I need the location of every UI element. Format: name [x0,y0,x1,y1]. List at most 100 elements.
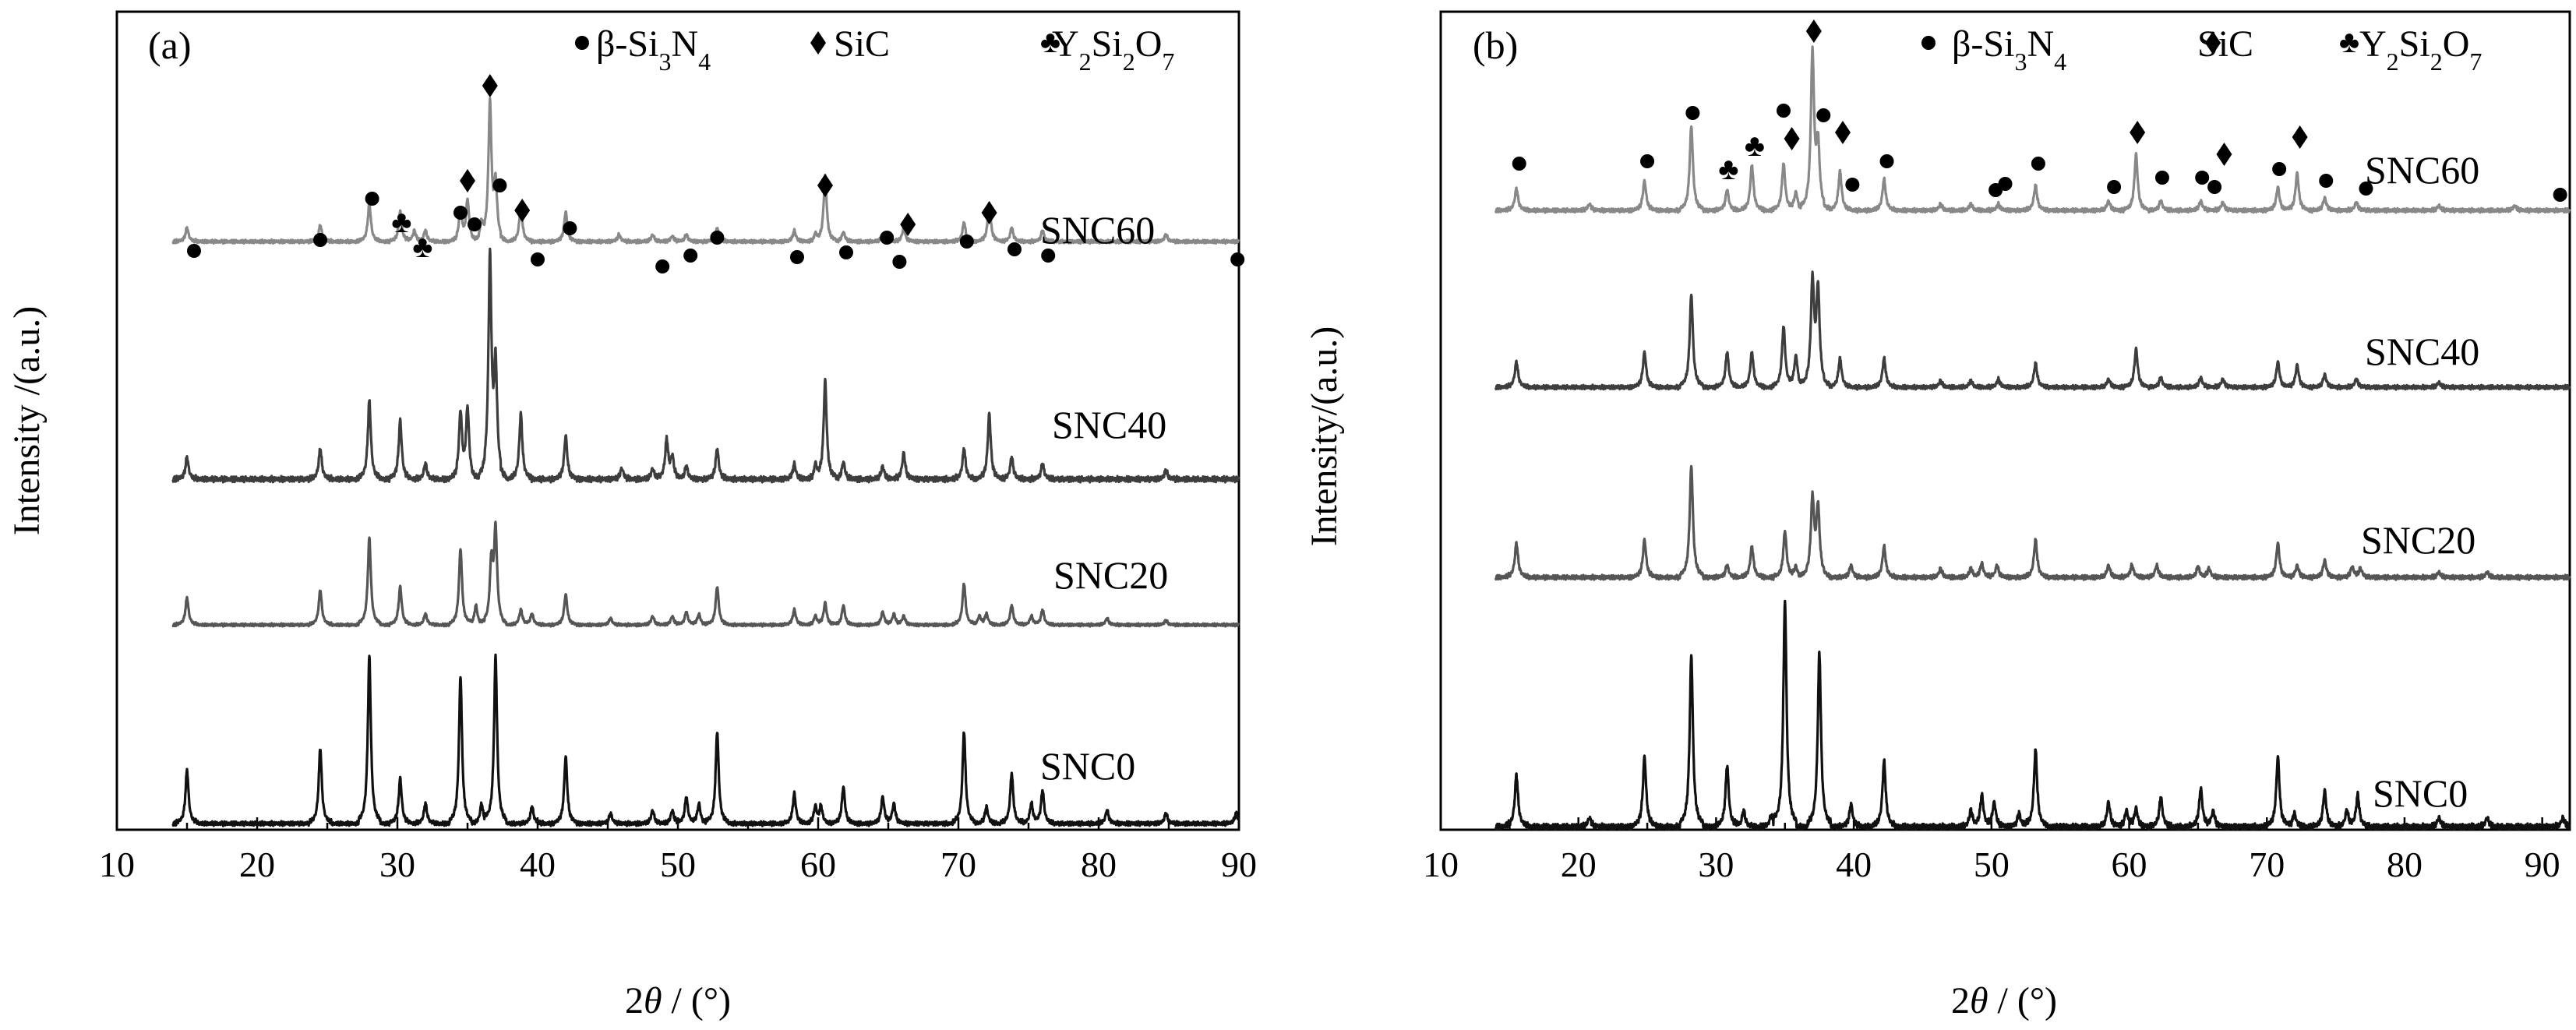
phase-marker-beta-Si3N4 [1007,242,1022,256]
x-tick-label: 60 [2112,845,2147,884]
phase-marker-SiC [482,74,498,97]
legend-marker-Y2Si2O7: ♣ [2339,24,2359,59]
phase-marker-beta-Si3N4 [492,178,507,192]
phase-marker-beta-Si3N4 [880,231,895,245]
series-line-SNC20 [171,520,1240,628]
phase-marker-beta-Si3N4 [1640,154,1655,168]
phase-marker-beta-Si3N4 [710,231,725,245]
phase-marker-beta-Si3N4 [2319,174,2334,188]
phase-marker-beta-Si3N4 [839,245,853,259]
legend-label-beta-Si3N4: β-Si3N4 [1952,23,2066,76]
series-line-SNC0 [171,653,1240,827]
phase-marker-SiC [460,169,475,192]
phase-marker-beta-Si3N4 [453,206,468,220]
phase-marker-beta-Si3N4 [892,255,907,269]
series-SNC20: SNC20 [1494,464,2571,581]
x-tick-label: 50 [660,845,696,884]
phase-marker-beta-Si3N4 [531,252,545,266]
phase-marker-SiC [1834,121,1851,144]
phase-marker-beta-Si3N4 [683,249,698,263]
legend-marker-SiC [2205,31,2221,55]
phase-marker-beta-Si3N4 [2207,180,2222,194]
series-label-SNC0: SNC0 [2373,771,2468,815]
phase-marker-SiC [981,201,997,224]
phase-marker-beta-Si3N4 [2359,182,2373,196]
series-line-SNC40 [171,247,1240,484]
legend-marker-Y2Si2O7: ♣ [1040,24,1060,59]
phase-marker-beta-Si3N4 [1845,178,1860,192]
phase-marker-beta-Si3N4 [1230,252,1245,266]
series-SNC40: SNC40 [171,247,1240,484]
phase-markers: ♣♣ [187,74,1245,273]
phase-marker-Y2Si2O7: ♣ [412,229,432,264]
series-SNC40: SNC40 [1494,270,2571,391]
phase-marker-Y2Si2O7: ♣ [1718,151,1738,186]
phase-marker-beta-Si3N4 [959,235,974,249]
phase-marker-SiC [514,199,531,222]
panel-a: 10 20 30 40 50 60 70 80 90 2θ / (°) Intensity /(a.… [6,10,1257,1021]
x-tick-label: 30 [1698,845,1734,884]
x-tick-label: 20 [239,845,275,884]
phase-marker-Y2Si2O7: ♣ [1745,128,1765,163]
series-label-SNC20: SNC20 [2361,518,2475,562]
x-tick-label: 60 [800,845,836,884]
x-tick-label: 90 [2525,845,2560,884]
phase-marker-beta-Si3N4 [563,221,577,235]
phase-marker-beta-Si3N4 [468,217,482,231]
series-label-SNC40: SNC40 [2365,330,2479,373]
series-SNC0: SNC0 [1494,599,2571,831]
series-line-SNC0 [1494,599,2571,831]
x-tick-label: 30 [379,845,415,884]
phase-marker-beta-Si3N4 [790,250,804,264]
phase-marker-beta-Si3N4 [365,192,379,206]
x-tick-label: 20 [1561,845,1597,884]
x-axis-label: 2θ / (°) [625,980,731,1021]
legend-marker-SiC [810,31,826,55]
legend-label-SiC: SiC [834,23,890,65]
series-label-SNC20: SNC20 [1053,553,1168,597]
panel-label: (a) [148,23,192,67]
series-SNC0: SNC0 [171,653,1240,827]
phase-marker-beta-Si3N4 [1041,249,1056,263]
phase-marker-beta-Si3N4 [2154,171,2169,185]
x-tick-label: 90 [1221,845,1257,884]
panel-label: (b) [1473,23,1518,67]
phase-marker-beta-Si3N4 [2031,157,2045,171]
legend-label-SiC: SiC [2197,23,2253,65]
series-line-SNC20 [1494,464,2571,581]
x-axis-label: 2θ / (°) [1951,980,2057,1021]
phase-marker-SiC [817,174,833,197]
series-label-SNC40: SNC40 [1052,403,1166,446]
phase-marker-beta-Si3N4 [313,233,327,247]
phase-marker-beta-Si3N4 [2195,171,2210,185]
phase-marker-beta-Si3N4 [1685,106,1700,120]
x-tick-label: 10 [1423,845,1459,884]
y-axis-label: Intensity /(a.u.) [6,306,48,536]
x-tick-label: 70 [940,845,976,884]
x-tick-label: 10 [99,845,135,884]
series-line-SNC40 [1494,270,2571,391]
phase-marker-beta-Si3N4 [2107,180,2122,194]
legend-marker-beta-Si3N4 [575,36,589,50]
phase-markers: ♣♣ [1512,19,2567,202]
x-tick-label: 70 [2249,845,2285,884]
plot-frame [1439,10,2571,831]
series-line-SNC60 [171,97,1240,245]
legend-label-Y2Si2O7: Y2Si2O7 [1052,23,1174,76]
phase-marker-beta-Si3N4 [1998,177,2013,191]
x-tick-label: 40 [1836,845,1872,884]
series-label-SNC0: SNC0 [1040,744,1135,788]
phase-marker-beta-Si3N4 [655,259,670,273]
phase-marker-beta-Si3N4 [1816,108,1831,122]
x-tick-label: 40 [520,845,556,884]
legend-label-beta-Si3N4: β-Si3N4 [596,23,711,76]
phase-marker-SiC [1784,127,1800,150]
phase-marker-beta-Si3N4 [1879,154,1894,168]
x-tick-label: 80 [2387,845,2422,884]
legend-label-Y2Si2O7: Y2Si2O7 [2359,23,2482,76]
series-label-SNC60: SNC60 [2365,148,2479,192]
x-tick-label: 50 [1974,845,2010,884]
series-SNC60: SNC60 [171,97,1240,252]
x-tick-label: 80 [1081,845,1117,884]
phase-marker-SiC [2130,121,2146,144]
